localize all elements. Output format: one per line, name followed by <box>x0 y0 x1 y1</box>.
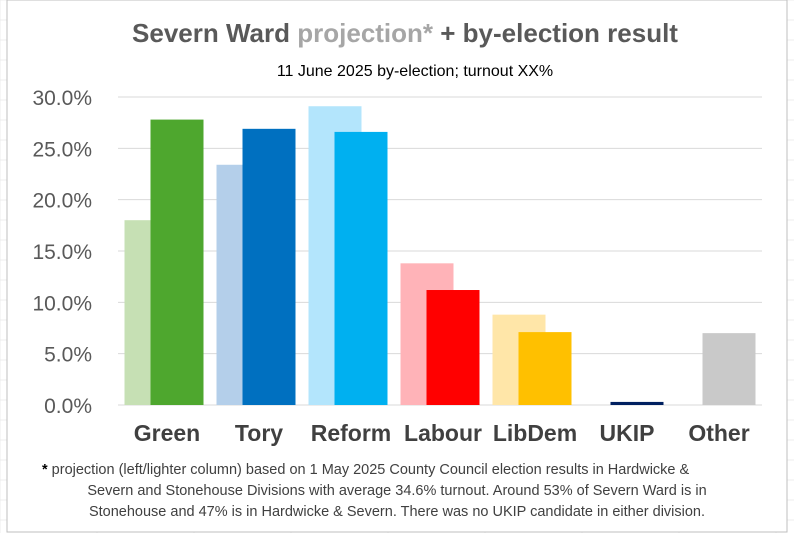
chart-title-accent: projection* <box>297 18 434 48</box>
result-bar-green[interactable] <box>150 119 204 405</box>
result-bar-tory[interactable] <box>242 128 296 405</box>
chart-title-main: Severn Ward <box>132 18 297 48</box>
y-tick-label: 25.0% <box>32 138 92 161</box>
x-tick-label-labour: Labour <box>404 420 482 446</box>
x-tick-label-reform: Reform <box>311 420 392 446</box>
plot-bars <box>124 106 756 406</box>
chart-title: Severn Ward projection* + by-election re… <box>132 18 678 48</box>
x-tick-label-tory: Tory <box>235 420 283 446</box>
y-tick-label: 10.0% <box>32 292 92 315</box>
result-bar-other[interactable] <box>702 333 756 405</box>
result-bar-libdem[interactable] <box>518 332 572 405</box>
x-axis-category-labels: Green Tory Reform Labour LibDem UKIP Other <box>134 420 750 446</box>
result-bar-ukip[interactable] <box>610 401 664 405</box>
footnote-line-2: Severn and Stonehouse Divisions with ave… <box>87 483 706 499</box>
result-bar-labour[interactable] <box>426 290 480 405</box>
y-tick-label: 0.0% <box>44 395 92 418</box>
x-tick-label-ukip: UKIP <box>600 420 655 446</box>
footnote-line-1: * projection (left/lighter column) based… <box>42 462 690 478</box>
footnote-line-3: Stonehouse and 47% is in Hardwicke & Sev… <box>89 504 705 520</box>
footnote-text-1: projection (left/lighter column) based o… <box>48 462 690 478</box>
y-tick-label: 5.0% <box>44 344 92 367</box>
x-tick-label-libdem: LibDem <box>493 420 577 446</box>
footnote-star: * <box>42 462 48 478</box>
chart-subtitle: 11 June 2025 by-election; turnout XX% <box>277 63 553 80</box>
result-bar-reform[interactable] <box>334 131 388 405</box>
y-tick-label: 15.0% <box>32 241 92 264</box>
y-tick-label: 20.0% <box>32 190 92 213</box>
y-axis-tick-labels: 0.0% 5.0% 10.0% 15.0% 20.0% 25.0% 30.0% <box>32 87 92 418</box>
x-tick-label-green: Green <box>134 420 200 446</box>
x-tick-label-other: Other <box>688 420 749 446</box>
chart-title-rest: + by-election result <box>433 18 678 48</box>
y-tick-label: 30.0% <box>32 87 92 110</box>
